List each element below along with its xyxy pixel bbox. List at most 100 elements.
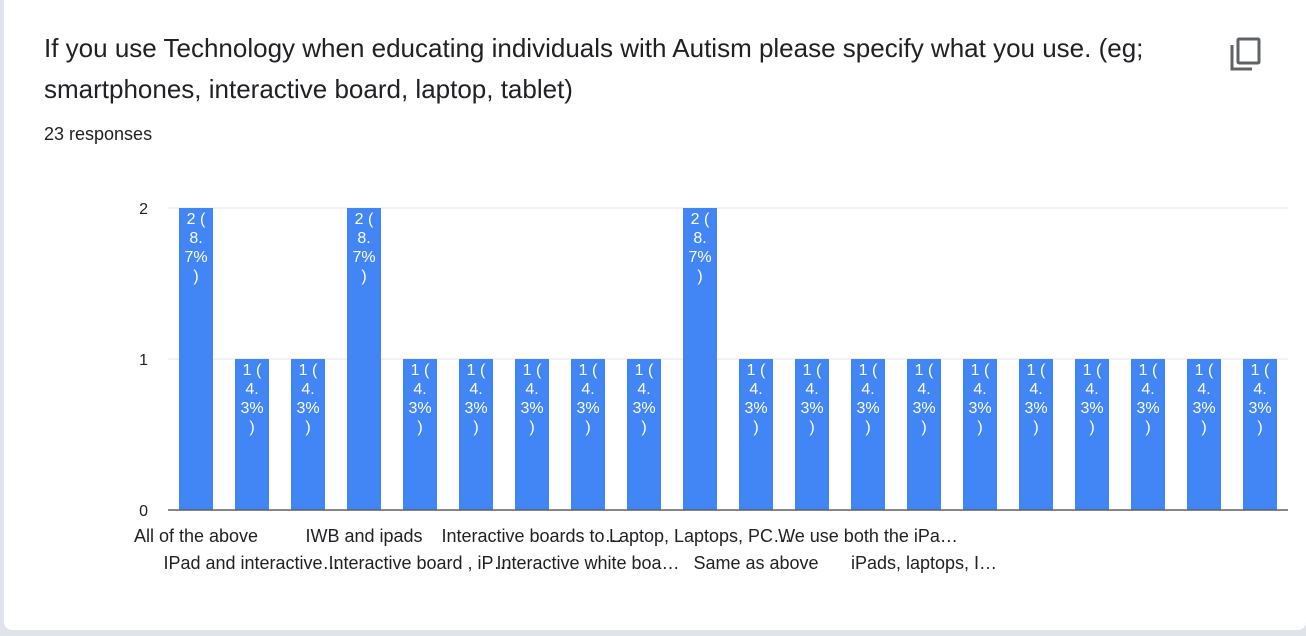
copy-chart-button[interactable]: [1224, 34, 1264, 74]
bar: [515, 359, 549, 510]
data-label: ): [697, 268, 702, 285]
bar: [459, 359, 493, 510]
data-label: 1 (: [635, 362, 654, 379]
data-label: ): [529, 419, 534, 436]
data-label: 3%: [408, 400, 431, 417]
bar: [1075, 359, 1109, 510]
data-label: 3%: [1080, 400, 1103, 417]
data-label: 7%: [352, 249, 375, 266]
data-label: 4.: [469, 381, 482, 398]
x-category-label: All of the above: [134, 526, 258, 546]
data-label: 2 (: [187, 211, 206, 228]
data-label: ): [1201, 419, 1206, 436]
data-label: 4.: [1197, 381, 1210, 398]
data-label: 1 (: [915, 362, 934, 379]
data-label: 1 (: [467, 362, 486, 379]
data-label: 4.: [301, 381, 314, 398]
bar: [571, 359, 605, 510]
question-title: If you use Technology when educating ind…: [44, 33, 1144, 104]
data-label: ): [641, 419, 646, 436]
data-label: 3%: [968, 400, 991, 417]
x-category-label: Same as above: [693, 553, 818, 573]
data-label: ): [753, 419, 758, 436]
bar: [1131, 359, 1165, 510]
x-category-label: We use both the iPa…: [778, 526, 958, 546]
data-label: ): [417, 419, 422, 436]
data-label: 3%: [240, 400, 263, 417]
data-label: 3%: [632, 400, 655, 417]
data-label: 1 (: [747, 362, 766, 379]
bar: [291, 359, 325, 510]
data-label: 1 (: [579, 362, 598, 379]
data-label: ): [585, 419, 590, 436]
bar: [627, 359, 661, 510]
data-label: 3%: [1248, 400, 1271, 417]
data-label: 8.: [189, 230, 202, 247]
data-label: 3%: [464, 400, 487, 417]
data-label: ): [1033, 419, 1038, 436]
data-label: ): [473, 419, 478, 436]
data-label: ): [1257, 419, 1262, 436]
bar: [179, 208, 213, 510]
data-label: 1 (: [859, 362, 878, 379]
x-category-label: Interactive white boa…: [496, 553, 679, 573]
y-tick-label: 0: [139, 503, 148, 520]
bar: [235, 359, 269, 510]
data-label: ): [1145, 419, 1150, 436]
y-tick-label: 2: [139, 201, 148, 218]
copy-icon: [1230, 37, 1261, 71]
x-category-label: IWB and ipads: [305, 526, 422, 546]
data-label: ): [361, 268, 366, 285]
data-label: 3%: [296, 400, 319, 417]
data-label: 1 (: [1139, 362, 1158, 379]
data-label: 1 (: [1251, 362, 1270, 379]
data-label: 4.: [805, 381, 818, 398]
bar: [851, 359, 885, 510]
bar: [347, 208, 381, 510]
response-card: If you use Technology when educating ind…: [4, 0, 1306, 630]
data-label: 3%: [912, 400, 935, 417]
data-label: 4.: [637, 381, 650, 398]
x-category-label: Laptop, Laptops, PC…: [609, 526, 791, 546]
bar: [1243, 359, 1277, 510]
bar: [963, 359, 997, 510]
data-label: ): [249, 419, 254, 436]
data-label: 1 (: [1083, 362, 1102, 379]
bar: [907, 359, 941, 510]
data-label: 4.: [413, 381, 426, 398]
bar: [739, 359, 773, 510]
x-category-label: Interactive boards to…: [441, 526, 622, 546]
data-label: 1 (: [243, 362, 262, 379]
data-label: 4.: [1029, 381, 1042, 398]
data-label: 3%: [1024, 400, 1047, 417]
data-label: 4.: [973, 381, 986, 398]
data-label: 1 (: [803, 362, 822, 379]
data-label: 4.: [749, 381, 762, 398]
x-category-label: iPads, laptops, I…: [851, 553, 997, 573]
data-label: 4.: [861, 381, 874, 398]
data-label: 4.: [917, 381, 930, 398]
data-label: 4.: [581, 381, 594, 398]
data-label: 1 (: [299, 362, 318, 379]
data-label: 3%: [744, 400, 767, 417]
data-label: 3%: [576, 400, 599, 417]
data-label: ): [809, 419, 814, 436]
response-count: 23 responses: [44, 124, 153, 144]
bar: [795, 359, 829, 510]
data-label: 1 (: [411, 362, 430, 379]
x-category-label: IPad and interactive…: [163, 553, 340, 573]
data-label: 8.: [357, 230, 370, 247]
data-label: 1 (: [523, 362, 542, 379]
data-label: 3%: [800, 400, 823, 417]
data-label: 4.: [525, 381, 538, 398]
data-label: 8.: [693, 230, 706, 247]
bar: [683, 208, 717, 510]
data-label: 1 (: [1195, 362, 1214, 379]
data-label: 4.: [1141, 381, 1154, 398]
bar: [1187, 359, 1221, 510]
data-label: 7%: [184, 249, 207, 266]
data-label: 1 (: [1027, 362, 1046, 379]
data-label: 3%: [856, 400, 879, 417]
x-category-label: Interactive board , iP…: [328, 553, 511, 573]
bar: [1019, 359, 1053, 510]
